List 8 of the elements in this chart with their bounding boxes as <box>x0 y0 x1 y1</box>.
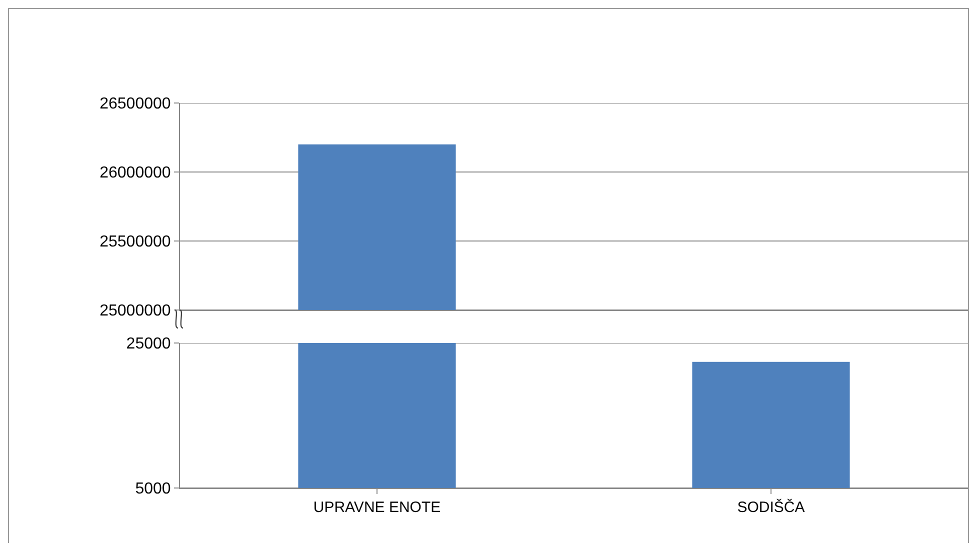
x-tick-label: UPRAVNE ENOTE <box>313 499 441 516</box>
y-tick-label: 25000 <box>126 336 171 353</box>
x-tick-label: SODIŠČA <box>737 498 805 516</box>
y-tick-label: 5000 <box>135 480 171 498</box>
y-tick-label: 26000000 <box>100 164 171 182</box>
y-tick-label: 26500000 <box>100 96 171 113</box>
y-tick-label: 25500000 <box>100 234 171 251</box>
y-tick-label: 25000000 <box>100 302 171 320</box>
